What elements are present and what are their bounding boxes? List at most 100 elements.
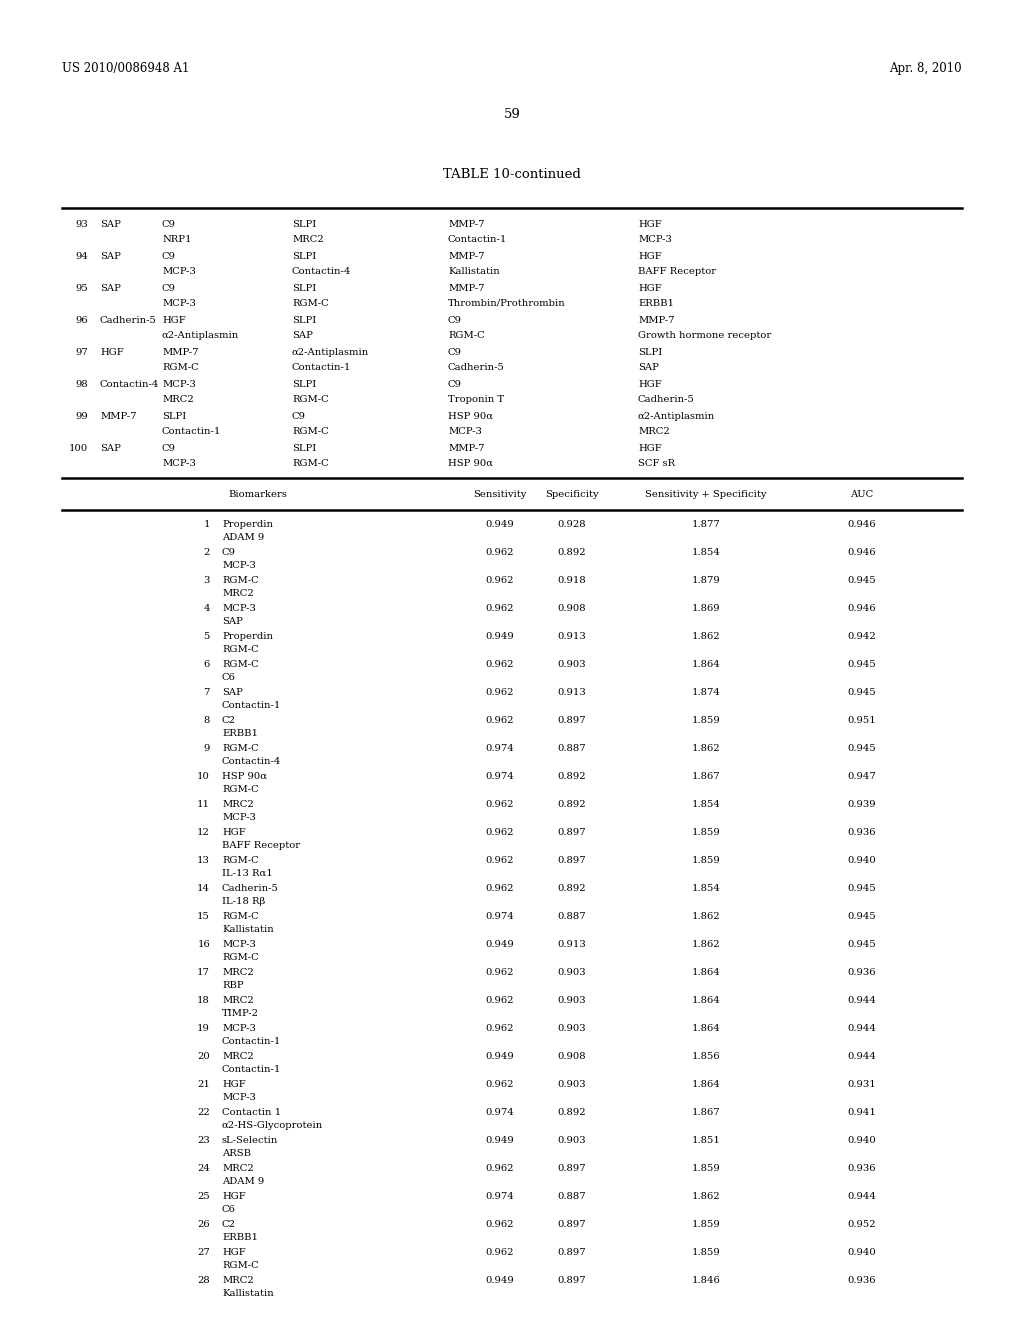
Text: MCP-3: MCP-3: [222, 813, 256, 822]
Text: MCP-3: MCP-3: [222, 940, 256, 949]
Text: Growth hormone receptor: Growth hormone receptor: [638, 331, 771, 341]
Text: 0.897: 0.897: [558, 1220, 587, 1229]
Text: RGM-C: RGM-C: [222, 744, 259, 752]
Text: 0.974: 0.974: [485, 744, 514, 752]
Text: HGF: HGF: [638, 220, 662, 228]
Text: 0.974: 0.974: [485, 912, 514, 921]
Text: 0.974: 0.974: [485, 1107, 514, 1117]
Text: RGM-C: RGM-C: [449, 331, 484, 341]
Text: 24: 24: [198, 1164, 210, 1173]
Text: 0.949: 0.949: [485, 520, 514, 529]
Text: Contactin-4: Contactin-4: [100, 380, 160, 389]
Text: MCP-3: MCP-3: [222, 1093, 256, 1102]
Text: 0.903: 0.903: [558, 1080, 587, 1089]
Text: RGM-C: RGM-C: [222, 855, 259, 865]
Text: 99: 99: [75, 412, 88, 421]
Text: Cadherin-5: Cadherin-5: [449, 363, 505, 372]
Text: MMP-7: MMP-7: [638, 315, 675, 325]
Text: C9: C9: [449, 315, 462, 325]
Text: α2-Antiplasmin: α2-Antiplasmin: [638, 412, 715, 421]
Text: BAFF Receptor: BAFF Receptor: [638, 267, 716, 276]
Text: 1.859: 1.859: [691, 715, 720, 725]
Text: 0.962: 0.962: [485, 576, 514, 585]
Text: 1.864: 1.864: [691, 660, 720, 669]
Text: 1.846: 1.846: [691, 1276, 720, 1284]
Text: MMP-7: MMP-7: [449, 284, 484, 293]
Text: ADAM 9: ADAM 9: [222, 533, 264, 543]
Text: Cadherin-5: Cadherin-5: [100, 315, 157, 325]
Text: 0.897: 0.897: [558, 855, 587, 865]
Text: C6: C6: [222, 1205, 236, 1214]
Text: MMP-7: MMP-7: [449, 444, 484, 453]
Text: 11: 11: [197, 800, 210, 809]
Text: 15: 15: [198, 912, 210, 921]
Text: MCP-3: MCP-3: [222, 561, 256, 570]
Text: C2: C2: [222, 1220, 236, 1229]
Text: 0.908: 0.908: [558, 1052, 587, 1061]
Text: 0.946: 0.946: [848, 520, 877, 529]
Text: 0.949: 0.949: [485, 1137, 514, 1144]
Text: Contactin-1: Contactin-1: [449, 235, 507, 244]
Text: 0.946: 0.946: [848, 605, 877, 612]
Text: 97: 97: [75, 348, 88, 356]
Text: MMP-7: MMP-7: [162, 348, 199, 356]
Text: 1.862: 1.862: [691, 940, 720, 949]
Text: 1.859: 1.859: [691, 1247, 720, 1257]
Text: 0.897: 0.897: [558, 1164, 587, 1173]
Text: 0.962: 0.962: [485, 997, 514, 1005]
Text: 0.947: 0.947: [848, 772, 877, 781]
Text: US 2010/0086948 A1: US 2010/0086948 A1: [62, 62, 189, 75]
Text: ERBB1: ERBB1: [222, 729, 258, 738]
Text: 0.974: 0.974: [485, 772, 514, 781]
Text: 6: 6: [204, 660, 210, 669]
Text: Contactin-1: Contactin-1: [292, 363, 351, 372]
Text: 0.962: 0.962: [485, 968, 514, 977]
Text: α2-HS-Glycoprotein: α2-HS-Glycoprotein: [222, 1121, 324, 1130]
Text: 0.962: 0.962: [485, 828, 514, 837]
Text: 0.945: 0.945: [848, 660, 877, 669]
Text: 13: 13: [198, 855, 210, 865]
Text: 0.887: 0.887: [558, 912, 587, 921]
Text: C9: C9: [162, 444, 176, 453]
Text: 22: 22: [198, 1107, 210, 1117]
Text: RGM-C: RGM-C: [292, 459, 329, 469]
Text: 0.903: 0.903: [558, 1137, 587, 1144]
Text: RGM-C: RGM-C: [292, 395, 329, 404]
Text: Kallistatin: Kallistatin: [449, 267, 500, 276]
Text: 0.913: 0.913: [558, 940, 587, 949]
Text: 1.874: 1.874: [691, 688, 721, 697]
Text: 0.962: 0.962: [485, 1220, 514, 1229]
Text: C2: C2: [222, 715, 236, 725]
Text: 0.903: 0.903: [558, 1024, 587, 1034]
Text: 2: 2: [204, 548, 210, 557]
Text: NRP1: NRP1: [162, 235, 191, 244]
Text: 27: 27: [198, 1247, 210, 1257]
Text: Kallistatin: Kallistatin: [222, 1290, 273, 1298]
Text: 0.897: 0.897: [558, 1247, 587, 1257]
Text: 10: 10: [198, 772, 210, 781]
Text: Cadherin-5: Cadherin-5: [638, 395, 695, 404]
Text: 0.962: 0.962: [485, 855, 514, 865]
Text: MRC2: MRC2: [292, 235, 324, 244]
Text: 0.936: 0.936: [848, 828, 877, 837]
Text: SLPI: SLPI: [638, 348, 663, 356]
Text: SAP: SAP: [222, 688, 243, 697]
Text: 0.962: 0.962: [485, 800, 514, 809]
Text: HSP 90α: HSP 90α: [449, 412, 493, 421]
Text: BAFF Receptor: BAFF Receptor: [222, 841, 300, 850]
Text: MCP-3: MCP-3: [222, 1024, 256, 1034]
Text: Troponin T: Troponin T: [449, 395, 504, 404]
Text: MMP-7: MMP-7: [100, 412, 136, 421]
Text: 1: 1: [204, 520, 210, 529]
Text: C6: C6: [222, 673, 236, 682]
Text: RGM-C: RGM-C: [222, 953, 259, 962]
Text: HGF: HGF: [222, 828, 246, 837]
Text: 0.903: 0.903: [558, 997, 587, 1005]
Text: 1.864: 1.864: [691, 1024, 720, 1034]
Text: Contactin-1: Contactin-1: [162, 426, 221, 436]
Text: 0.892: 0.892: [558, 800, 587, 809]
Text: Kallistatin: Kallistatin: [222, 925, 273, 935]
Text: C9: C9: [222, 548, 236, 557]
Text: α2-Antiplasmin: α2-Antiplasmin: [292, 348, 370, 356]
Text: 1.854: 1.854: [691, 548, 721, 557]
